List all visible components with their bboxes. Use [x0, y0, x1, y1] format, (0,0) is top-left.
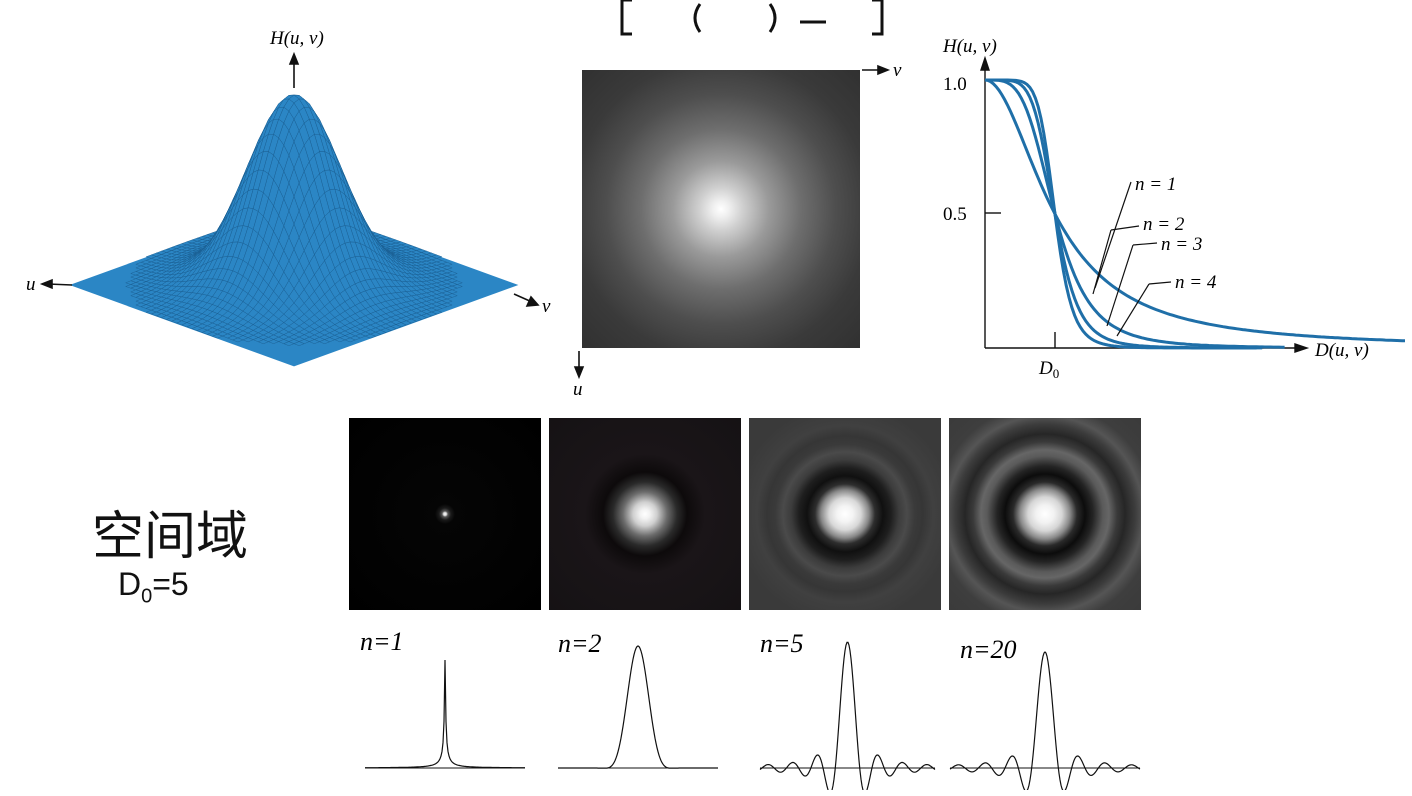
u-axis-arrowhead: [39, 278, 53, 290]
top-formula-fragment: [620, 0, 884, 36]
filter-image-axes: v u: [573, 60, 902, 400]
surface-facet: [232, 337, 244, 343]
label-n3: n = 3: [1161, 234, 1202, 255]
surface-facet: [318, 339, 331, 345]
leader-n1: [1094, 181, 1132, 289]
surface-facet: [242, 337, 254, 343]
surface-facet: [293, 341, 305, 346]
spatial-domain-title: 空间域: [92, 507, 249, 567]
profile-curve-3: [759, 641, 936, 790]
filter-u-arrowhead: [573, 366, 585, 380]
d0-main: D: [118, 566, 142, 602]
leader-n3b: [1106, 244, 1134, 327]
filter-image: [582, 70, 860, 348]
leader-n4b: [1116, 283, 1150, 337]
surface-title: H(u, v): [269, 28, 324, 49]
surface-facet: [283, 341, 295, 346]
h-axis-arrowhead: [288, 51, 300, 65]
surface-facet: [211, 333, 224, 339]
profile-label-n2: n=2: [558, 629, 602, 658]
d0-sub: 0: [141, 585, 153, 608]
perspective-surface-plot: H(u, v) u v: [26, 28, 551, 367]
cross-section-chart: H(u, v) 1.0 0.5 D0 D(u, v) n = 1 n = 2 n…: [942, 36, 1405, 381]
label-n2: n = 2: [1143, 214, 1185, 235]
chart-xlabel: D(u, v): [1314, 340, 1369, 361]
leader-n3a: [1132, 242, 1158, 246]
curve-group: [984, 78, 1405, 350]
surface-facet: [267, 339, 280, 344]
profile-label-n1: n=1: [360, 627, 404, 656]
d0-value: =5: [152, 566, 189, 602]
filter-v-label: v: [893, 60, 902, 81]
tick-label-1-0: 1.0: [943, 74, 967, 95]
filter-u-label: u: [573, 379, 583, 400]
spatial-tile-n20: [949, 418, 1141, 610]
profile-curve-4: [949, 651, 1141, 790]
surface-facet: [257, 339, 270, 345]
tick-label-0-5: 0.5: [943, 204, 967, 225]
surface-v-label: v: [542, 296, 551, 317]
leader-n4a: [1148, 281, 1172, 285]
profile-group: [365, 641, 1141, 790]
spatial-tile-n5: [749, 418, 941, 610]
surface-facet: [364, 333, 377, 339]
surface-facet: [308, 339, 321, 344]
d0-label: D0=5: [118, 566, 189, 608]
profile-curve-2: [558, 645, 718, 769]
profile-label-n20: n=20: [960, 635, 1017, 664]
spatial-tile-n1: [349, 418, 541, 610]
surface-u-label: u: [26, 274, 36, 295]
chart-x-arrowhead: [1294, 343, 1310, 353]
tick-label-d0: D0: [1038, 358, 1059, 381]
label-n4: n = 4: [1175, 272, 1217, 293]
surface-mesh: [69, 94, 519, 367]
spatial-tile-n2: [549, 418, 741, 610]
v-axis-arrowhead: [525, 295, 540, 307]
leader-n2b: [1092, 229, 1112, 295]
leader-n2a: [1110, 225, 1140, 231]
spatial-profiles: n=1 n=2 n=5 n=20: [360, 627, 1141, 790]
curve-n1: [984, 78, 1405, 343]
filter-v-arrowhead: [877, 64, 891, 76]
profile-label-n5: n=5: [760, 629, 804, 658]
curve-n4: [985, 78, 1257, 350]
surface-facet: [334, 337, 346, 343]
curve-n3: [985, 78, 1263, 350]
label-n1: n = 1: [1135, 174, 1176, 195]
surface-facet: [344, 337, 356, 343]
chart-y-arrowhead: [980, 55, 990, 71]
curve-n2: [985, 78, 1285, 349]
chart-ylabel: H(u, v): [942, 36, 997, 57]
profile-curve-1: [365, 659, 525, 769]
